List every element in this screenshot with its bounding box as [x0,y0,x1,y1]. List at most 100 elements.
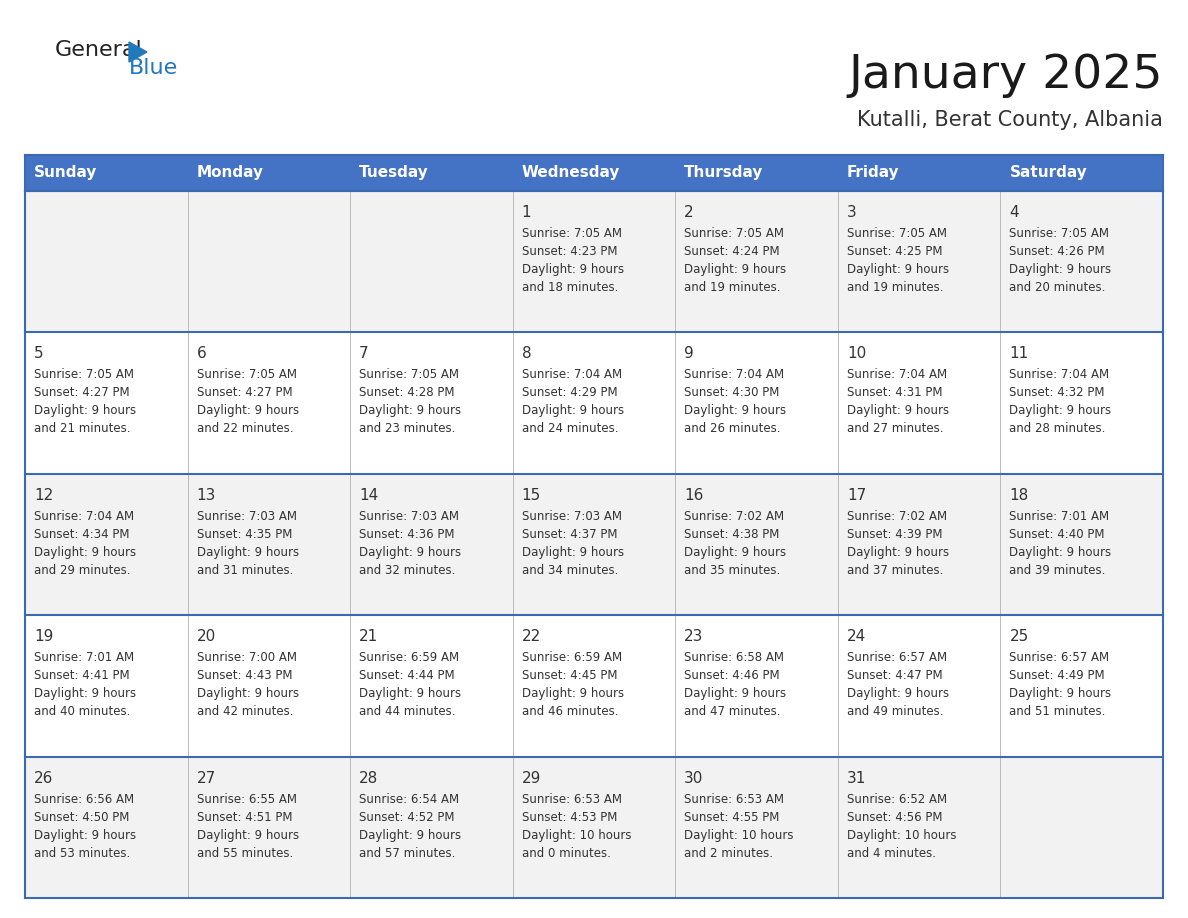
Text: Daylight: 9 hours: Daylight: 9 hours [1010,688,1112,700]
Text: Daylight: 9 hours: Daylight: 9 hours [684,546,786,559]
Text: Sunday: Sunday [34,165,97,181]
Text: Sunset: 4:45 PM: Sunset: 4:45 PM [522,669,618,682]
Text: Sunset: 4:43 PM: Sunset: 4:43 PM [196,669,292,682]
Text: Sunrise: 7:05 AM: Sunrise: 7:05 AM [522,227,621,240]
Bar [350,155,513,191]
Bar [838,474,1000,615]
Text: Daylight: 9 hours: Daylight: 9 hours [196,405,298,418]
Text: 10: 10 [847,346,866,362]
Text: 9: 9 [684,346,694,362]
Bar [350,332,513,474]
Text: 2: 2 [684,205,694,220]
Text: 15: 15 [522,487,541,503]
Bar [25,155,188,191]
Text: 4: 4 [1010,205,1019,220]
Bar [513,756,675,898]
Text: Sunset: 4:46 PM: Sunset: 4:46 PM [684,669,779,682]
Text: Wednesday: Wednesday [522,165,620,181]
Bar [350,615,513,756]
Bar [513,191,675,332]
Text: and 19 minutes.: and 19 minutes. [847,281,943,294]
Bar [188,474,350,615]
Text: 12: 12 [34,487,53,503]
Text: Sunrise: 6:55 AM: Sunrise: 6:55 AM [196,792,297,806]
Text: and 29 minutes.: and 29 minutes. [34,564,131,577]
Bar [1000,615,1163,756]
Text: 30: 30 [684,770,703,786]
Text: Sunrise: 6:57 AM: Sunrise: 6:57 AM [847,651,947,665]
Text: 27: 27 [196,770,216,786]
Text: Sunset: 4:52 PM: Sunset: 4:52 PM [359,811,455,823]
Text: Sunset: 4:37 PM: Sunset: 4:37 PM [522,528,618,541]
Text: Sunset: 4:40 PM: Sunset: 4:40 PM [1010,528,1105,541]
Text: Sunrise: 6:59 AM: Sunrise: 6:59 AM [522,651,621,665]
Text: Daylight: 9 hours: Daylight: 9 hours [522,405,624,418]
Text: Daylight: 9 hours: Daylight: 9 hours [1010,263,1112,276]
Text: Daylight: 9 hours: Daylight: 9 hours [522,546,624,559]
Text: Sunrise: 7:05 AM: Sunrise: 7:05 AM [684,227,784,240]
Text: Sunset: 4:53 PM: Sunset: 4:53 PM [522,811,617,823]
Text: and 22 minutes.: and 22 minutes. [196,422,293,435]
Text: and 23 minutes.: and 23 minutes. [359,422,455,435]
Text: 31: 31 [847,770,866,786]
Text: Sunset: 4:49 PM: Sunset: 4:49 PM [1010,669,1105,682]
Text: and 57 minutes.: and 57 minutes. [359,846,455,859]
Bar [1000,191,1163,332]
Bar [675,615,838,756]
Text: Sunset: 4:32 PM: Sunset: 4:32 PM [1010,386,1105,399]
Bar [675,332,838,474]
Text: Daylight: 9 hours: Daylight: 9 hours [34,688,137,700]
Bar [675,191,838,332]
Text: 14: 14 [359,487,379,503]
Text: Daylight: 9 hours: Daylight: 9 hours [359,405,461,418]
Bar [350,191,513,332]
Text: Daylight: 9 hours: Daylight: 9 hours [196,829,298,842]
Text: Sunrise: 7:05 AM: Sunrise: 7:05 AM [34,368,134,381]
Text: 22: 22 [522,629,541,644]
Text: and 51 minutes.: and 51 minutes. [1010,705,1106,718]
Text: and 40 minutes.: and 40 minutes. [34,705,131,718]
Text: 25: 25 [1010,629,1029,644]
Bar [25,332,188,474]
Text: Sunset: 4:55 PM: Sunset: 4:55 PM [684,811,779,823]
Text: January 2025: January 2025 [848,53,1163,98]
Text: and 37 minutes.: and 37 minutes. [847,564,943,577]
Text: Sunset: 4:41 PM: Sunset: 4:41 PM [34,669,129,682]
Text: Daylight: 9 hours: Daylight: 9 hours [196,546,298,559]
Text: and 24 minutes.: and 24 minutes. [522,422,618,435]
Text: Daylight: 9 hours: Daylight: 9 hours [1010,546,1112,559]
Bar [838,191,1000,332]
Text: and 39 minutes.: and 39 minutes. [1010,564,1106,577]
Text: Daylight: 9 hours: Daylight: 9 hours [359,546,461,559]
Text: Sunrise: 6:57 AM: Sunrise: 6:57 AM [1010,651,1110,665]
Text: Thursday: Thursday [684,165,764,181]
Text: Daylight: 9 hours: Daylight: 9 hours [684,688,786,700]
Text: Daylight: 10 hours: Daylight: 10 hours [522,829,631,842]
Text: Daylight: 9 hours: Daylight: 9 hours [522,263,624,276]
Text: Sunset: 4:29 PM: Sunset: 4:29 PM [522,386,618,399]
Text: and 32 minutes.: and 32 minutes. [359,564,455,577]
Text: Sunset: 4:23 PM: Sunset: 4:23 PM [522,245,618,258]
Bar [838,332,1000,474]
Text: Sunset: 4:28 PM: Sunset: 4:28 PM [359,386,455,399]
Text: and 28 minutes.: and 28 minutes. [1010,422,1106,435]
Bar [513,332,675,474]
Bar [188,155,350,191]
Text: 21: 21 [359,629,379,644]
Text: Daylight: 9 hours: Daylight: 9 hours [34,829,137,842]
Text: 5: 5 [34,346,44,362]
Text: Monday: Monday [196,165,264,181]
Text: Sunrise: 7:05 AM: Sunrise: 7:05 AM [1010,227,1110,240]
Text: Sunset: 4:50 PM: Sunset: 4:50 PM [34,811,129,823]
Text: and 55 minutes.: and 55 minutes. [196,846,292,859]
Bar [188,615,350,756]
Bar [1000,332,1163,474]
Text: Daylight: 9 hours: Daylight: 9 hours [684,405,786,418]
Text: and 34 minutes.: and 34 minutes. [522,564,618,577]
Text: Sunrise: 7:01 AM: Sunrise: 7:01 AM [1010,509,1110,522]
Bar [25,756,188,898]
Text: Sunset: 4:35 PM: Sunset: 4:35 PM [196,528,292,541]
Text: Daylight: 9 hours: Daylight: 9 hours [1010,405,1112,418]
Text: and 35 minutes.: and 35 minutes. [684,564,781,577]
Text: Tuesday: Tuesday [359,165,429,181]
